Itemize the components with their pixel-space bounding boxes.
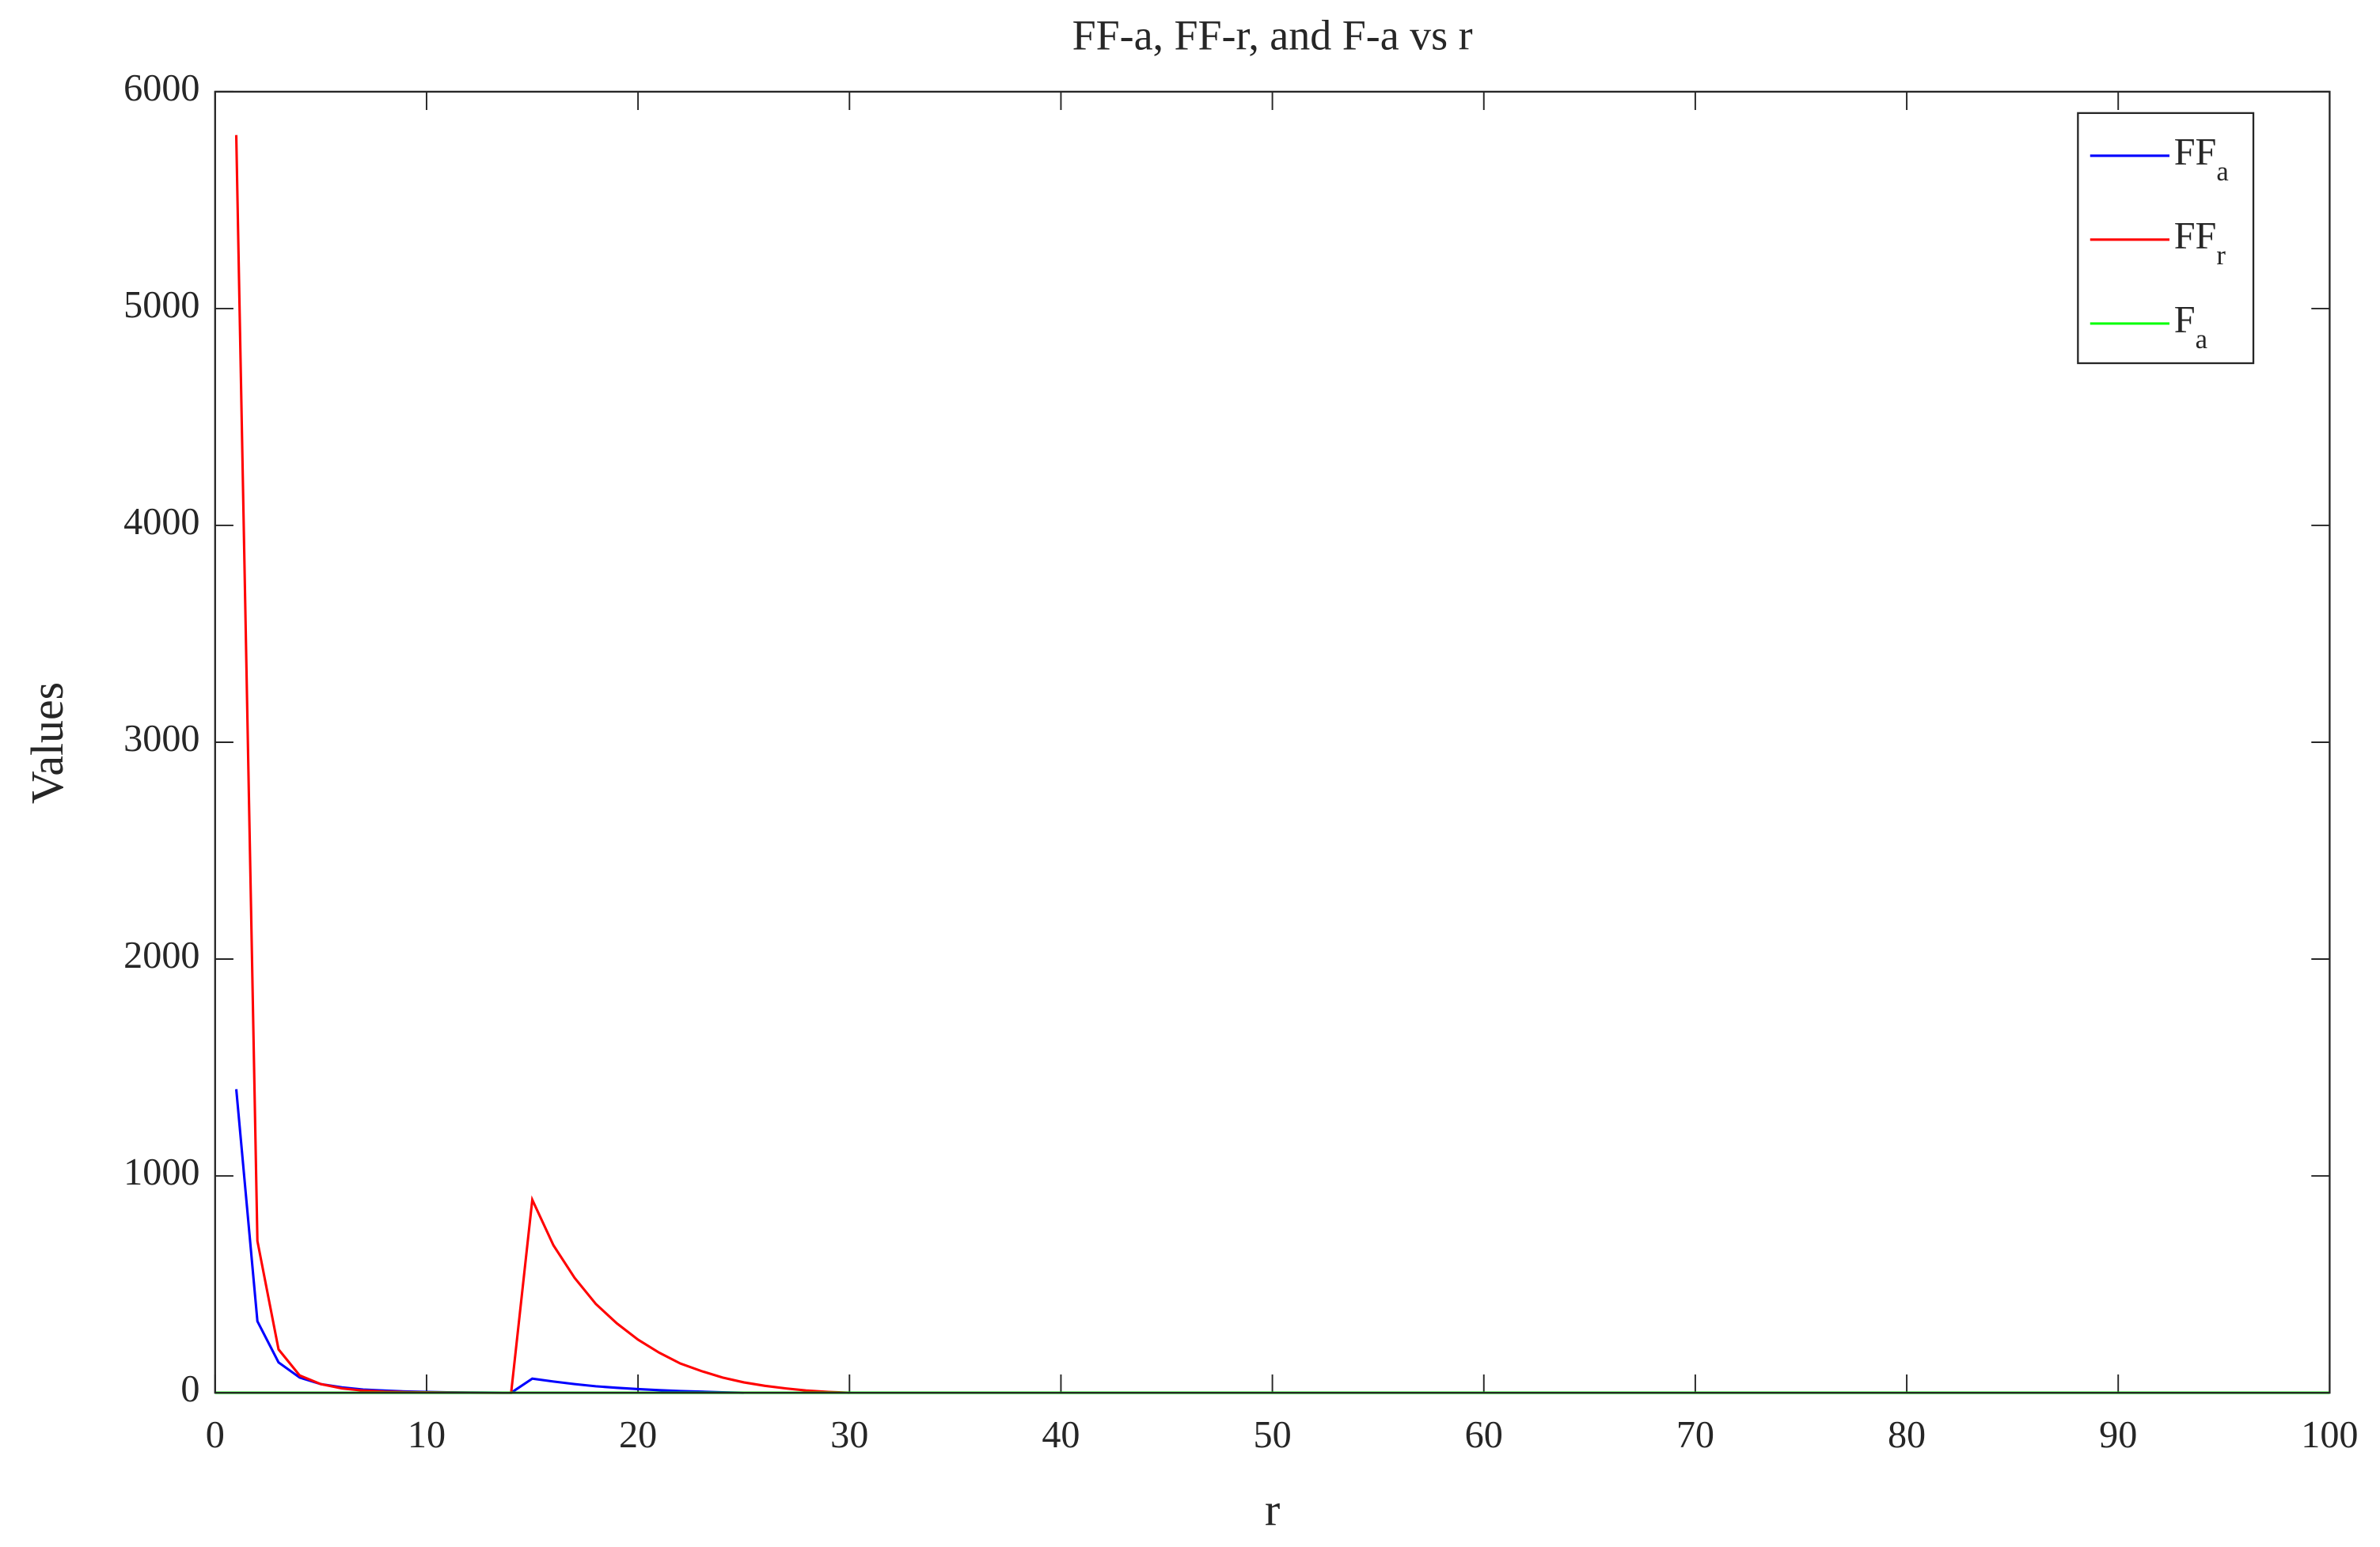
- legend-box: [2077, 112, 2255, 365]
- x-tick-label: 100: [2301, 1414, 2358, 1456]
- x-tick-label: 50: [1254, 1414, 1292, 1456]
- x-tick-label: 0: [206, 1414, 225, 1456]
- y-tick-label: 1000: [123, 1151, 199, 1193]
- y-tick-label: 4000: [123, 501, 199, 543]
- y-tick-label: 6000: [123, 67, 199, 109]
- x-tick-label: 90: [2099, 1414, 2137, 1456]
- y-tick-label: 3000: [123, 718, 199, 760]
- legend-label: FFr: [2174, 215, 2226, 271]
- x-tick-label: 60: [1465, 1414, 1503, 1456]
- legend-label: FFa: [2174, 131, 2229, 187]
- y-tick-label: 2000: [123, 935, 199, 976]
- x-tick-label: 40: [1042, 1414, 1080, 1456]
- y-tick-label: 0: [180, 1368, 199, 1410]
- x-tick-label: 10: [408, 1414, 446, 1456]
- x-tick-label: 80: [1888, 1414, 1926, 1456]
- chart-title: FF-a, FF-r, and F-a vs r: [1072, 12, 1473, 59]
- data-line: [234, 135, 850, 1394]
- y-tick-label: 5000: [123, 284, 199, 326]
- y-axis-label: Values: [21, 682, 73, 804]
- legend-label: Fa: [2174, 299, 2207, 355]
- plot-frame: [214, 90, 2331, 1394]
- x-axis-label: r: [1265, 1484, 1280, 1536]
- x-tick-label: 30: [830, 1414, 868, 1456]
- x-tick-label: 20: [619, 1414, 657, 1456]
- x-tick-label: 70: [1676, 1414, 1714, 1456]
